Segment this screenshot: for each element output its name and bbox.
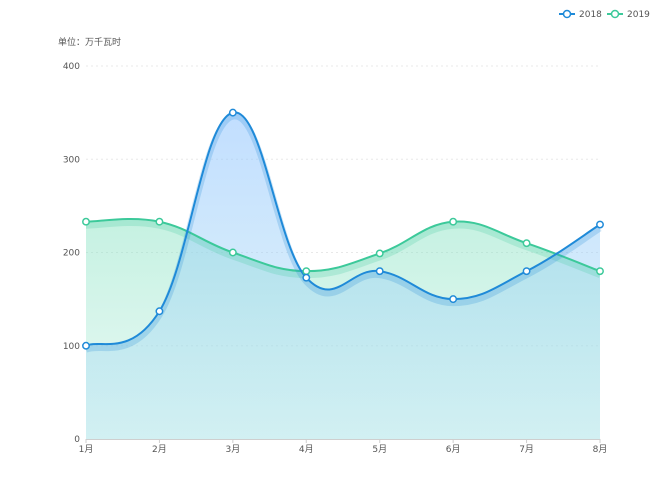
legend-swatch-marker: [562, 9, 572, 19]
data-point-2018[interactable]: [302, 273, 311, 282]
data-point-2019[interactable]: [522, 239, 531, 248]
y-axis: 0 100 200 300 400: [63, 62, 80, 445]
data-point-2019[interactable]: [228, 248, 237, 257]
y-tick-label: 200: [63, 249, 80, 259]
legend-item-2018[interactable]: 2018: [559, 9, 602, 20]
y-tick-label: 0: [74, 435, 80, 445]
data-point-2018[interactable]: [522, 267, 531, 276]
data-point-2018[interactable]: [155, 307, 164, 316]
legend-swatch-marker: [610, 9, 620, 19]
x-tick-label: 4月: [299, 444, 314, 455]
data-point-2019[interactable]: [449, 217, 458, 226]
x-tick-label: 8月: [593, 444, 608, 455]
legend-label: 2018: [579, 10, 602, 20]
data-point-2019[interactable]: [302, 267, 311, 276]
series-shadow-2019: [85, 219, 602, 279]
data-point-2018[interactable]: [449, 295, 458, 304]
data-point-2018[interactable]: [375, 267, 384, 276]
series-line-2019: [85, 217, 601, 273]
x-tick-label: 5月: [372, 444, 387, 455]
x-tick-label: 2月: [152, 444, 167, 455]
data-point-2019[interactable]: [375, 249, 384, 258]
series-area-2018: [86, 112, 600, 439]
x-tick-label: 6月: [446, 444, 461, 455]
x-axis: 1月 2月 3月 4月 5月 6月 7月 8月: [79, 439, 608, 455]
data-point-2018[interactable]: [82, 341, 90, 350]
unit-label: 单位：万千瓦时: [58, 36, 121, 48]
legend-label: 2019: [627, 10, 650, 20]
data-point-2018[interactable]: [596, 220, 604, 229]
x-tick-label: 7月: [519, 444, 534, 455]
data-point-2018[interactable]: [228, 108, 237, 117]
series-layer: [82, 108, 604, 439]
y-tick-label: 100: [63, 342, 80, 352]
legend-item-2019[interactable]: 2019: [607, 9, 650, 20]
y-tick-label: 400: [63, 62, 80, 72]
data-point-2019[interactable]: [596, 267, 604, 276]
x-tick-label: 3月: [225, 444, 240, 455]
y-tick-label: 300: [63, 155, 80, 165]
x-tick-label: 1月: [79, 444, 94, 455]
data-point-2019[interactable]: [82, 217, 90, 226]
series-shadow-2018: [84, 113, 602, 353]
legend[interactable]: 2018 2019: [559, 9, 650, 20]
data-point-2019[interactable]: [155, 217, 164, 226]
